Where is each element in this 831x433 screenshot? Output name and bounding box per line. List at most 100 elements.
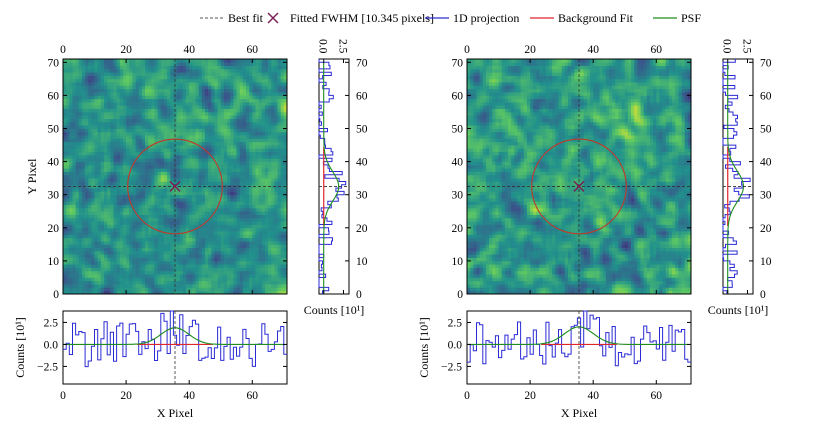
heatmap-cell [113,164,117,169]
heatmap-cell [151,178,155,182]
heatmap-cell [132,234,136,239]
heatmap-cell [167,115,171,119]
heatmap-cell [201,207,206,212]
heatmap-cell [208,108,212,113]
heatmap-cell [157,277,162,282]
heatmap-cell [126,241,130,245]
heatmap-cell [104,224,108,229]
heatmap-cell [129,250,133,255]
heatmap-cell [63,178,67,182]
heatmap-cell [148,75,152,80]
heatmap-cell [151,214,155,219]
heatmap-cell [173,221,177,225]
heatmap-cell [211,111,215,116]
heatmap-cell [227,82,231,86]
heatmap-cell [163,280,168,285]
heatmap-cell [129,108,133,113]
heatmap-cell [195,92,200,96]
heatmap-cell [78,250,83,255]
heatmap-cell [220,201,225,205]
heatmap-cell [255,207,259,212]
heatmap-cell [94,108,99,113]
heatmap-cell [249,154,253,159]
heatmap-cell [239,254,244,258]
heatmap-cell [239,111,244,116]
heatmap-cell [283,224,288,229]
heatmap-cell [141,78,146,83]
heatmap-cell [122,168,127,172]
heatmap-cell [220,131,225,136]
heatmap-cell [110,267,114,272]
heatmap-cell [75,138,80,143]
heatmap-cell [271,164,275,169]
heatmap-cell [91,62,95,66]
heatmap-cell [66,115,70,119]
heatmap-cell [167,188,171,192]
heatmap-cell [88,65,92,70]
heatmap-cell [167,95,171,100]
heatmap-cell [91,274,95,278]
heatmap-cell [255,108,259,113]
heatmap-cell [176,92,181,96]
heatmap-cell [104,207,108,212]
heatmap-cell [91,227,95,232]
heatmap-cell [63,115,67,119]
heatmap-cell [277,188,282,192]
heatmap-cell [220,198,225,202]
heatmap-cell [227,145,231,149]
heatmap-cell [242,145,247,149]
heatmap-cell [94,78,99,83]
heatmap-cell [245,181,250,186]
heatmap-cell [198,244,203,249]
heatmap-cell [85,267,89,272]
heatmap-cell [100,161,105,166]
heatmap-cell [189,217,193,222]
heatmap-cell [160,267,165,272]
heatmap-cell [69,257,73,262]
heatmap-cell [97,128,102,133]
heatmap-cell [173,290,177,295]
heatmap-cell [154,148,158,153]
heatmap-cell [223,290,228,295]
heatmap-cell [204,244,209,249]
heatmap-cell [211,95,215,100]
heatmap-cell [268,82,272,86]
heatmap-cell [132,118,136,123]
heatmap-cell [63,111,67,116]
heatmap-cell [274,121,278,126]
heatmap-cell [217,178,222,182]
heatmap-cell [258,138,263,143]
heatmap-cell [113,135,117,139]
heatmap-cell [223,267,228,272]
heatmap-cell [179,244,184,249]
heatmap-cell [116,201,121,205]
heatmap-cell [258,68,263,73]
heatmap-cell [129,287,133,292]
heatmap-cell [132,78,136,83]
heatmap-cell [78,290,83,295]
heatmap-cell [223,98,228,103]
heatmap-cell [138,92,143,96]
heatmap-cell [201,145,206,149]
heatmap-cell [195,115,200,119]
heatmap-cell [91,88,95,93]
heatmap-cell [261,267,266,272]
heatmap-cell [69,217,73,222]
heatmap-cell [211,204,215,209]
heatmap-cell [261,277,266,282]
heatmap-cell [107,247,111,252]
heatmap-cell [78,88,83,93]
heatmap-cell [186,237,190,242]
heatmap-cell [119,125,124,129]
heatmap-cell [268,270,272,275]
heatmap-cell [195,128,200,133]
heatmap-cell [271,274,275,278]
heatmap-cell [198,290,203,295]
heatmap-cell [271,92,275,96]
heatmap-cell [107,217,111,222]
heatmap-cell [94,284,99,288]
heatmap-cell [277,118,282,123]
heatmap-cell [198,194,203,199]
heatmap-cell [176,231,181,235]
heatmap-cell [271,234,275,239]
